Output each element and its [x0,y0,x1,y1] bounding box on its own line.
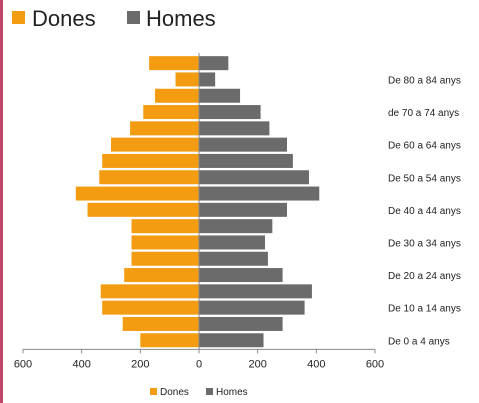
category-label-7: de 70 a 74 anys [388,108,459,119]
bar-dones-7 [131,219,199,234]
bar-dones-1 [122,316,199,331]
category-label-0: De 0 a 4 anys [388,336,450,347]
legend-top-label-homes: Homes [146,6,216,31]
category-label-3: De 30 a 34 anys [388,238,461,249]
bar-dones-3 [100,284,199,299]
bar-dones-2 [102,300,199,315]
legend-top-swatch-dones [12,11,25,24]
bar-homes-8 [199,202,287,217]
bar-dones-5 [131,251,199,266]
bar-dones-13 [130,121,199,136]
category-label-1: De 10 a 14 anys [388,304,461,315]
bar-homes-12 [199,137,287,152]
bar-homes-10 [199,170,309,185]
x-tick-label-6: 600 [366,358,384,370]
legend-top-label-dones: Dones [32,6,96,31]
legend-bottom-label-homes: Homes [216,387,248,398]
bar-homes-4 [199,268,283,283]
bar-homes-7 [199,219,273,234]
legend-bottom-label-dones: Dones [160,387,189,398]
bar-homes-9 [199,186,320,201]
bar-homes-15 [199,88,241,103]
x-tick-label-5: 400 [307,358,325,370]
bar-dones-11 [102,153,199,168]
bar-dones-10 [99,170,199,185]
legend-top-swatch-homes [127,11,140,24]
bar-dones-16 [175,72,199,87]
x-tick-label-3: 0 [196,358,202,370]
x-tick-label-4: 200 [248,358,266,370]
bar-homes-1 [199,316,283,331]
bar-homes-3 [199,284,312,299]
legend-bottom-swatch-homes [206,388,213,395]
bar-dones-0 [140,333,199,348]
x-tick-label-0: 600 [14,358,32,370]
bar-homes-11 [199,153,293,168]
category-label-5: De 50 a 54 anys [388,173,461,184]
bar-homes-2 [199,300,305,315]
x-tick-label-1: 400 [72,358,90,370]
bar-homes-6 [199,235,265,250]
left-border-accent [0,0,3,403]
bar-homes-5 [199,251,268,266]
bar-dones-9 [75,186,199,201]
category-label-2: De 20 a 24 anys [388,271,461,282]
category-label-8: De 80 a 84 anys [388,75,461,86]
bar-homes-0 [199,333,264,348]
category-label-6: De 60 a 64 anys [388,141,461,152]
category-label-4: De 40 a 44 anys [388,206,461,217]
bar-dones-15 [155,88,199,103]
legend-bottom-swatch-dones [150,388,157,395]
bar-dones-8 [87,202,199,217]
bar-homes-17 [199,56,229,71]
bar-homes-13 [199,121,270,136]
bar-homes-14 [199,105,261,120]
bar-dones-6 [131,235,199,250]
bar-homes-16 [199,72,216,87]
bar-dones-12 [111,137,199,152]
bar-dones-17 [149,56,199,71]
bar-dones-4 [124,268,199,283]
bar-dones-14 [143,105,199,120]
x-tick-label-2: 200 [131,358,149,370]
